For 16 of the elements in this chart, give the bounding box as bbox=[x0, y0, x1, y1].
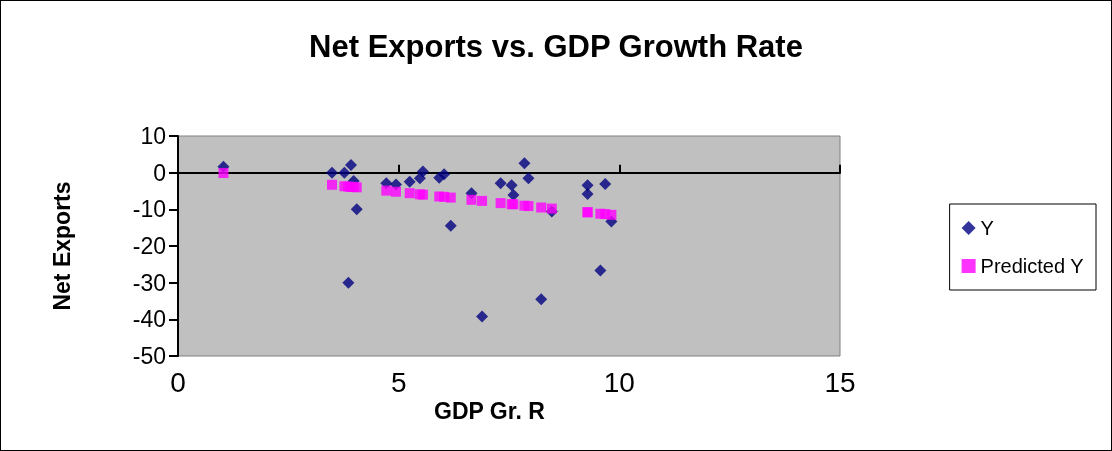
x-axis-title: GDP Gr. R bbox=[434, 397, 546, 424]
y-tick-label: -20 bbox=[132, 233, 166, 259]
y-tick-label: 10 bbox=[140, 123, 166, 149]
y-tick-label: -10 bbox=[132, 196, 166, 223]
legend-label: Y bbox=[980, 217, 994, 239]
y-tick-label: -40 bbox=[132, 306, 166, 333]
x-tick-label: 10 bbox=[603, 366, 635, 398]
x-tick-label: 5 bbox=[390, 366, 407, 398]
y-tick-label: 0 bbox=[153, 159, 166, 186]
y-tick-label: -50 bbox=[132, 343, 166, 369]
legend-label: Predicted Y bbox=[980, 255, 1084, 277]
x-tick-label: 0 bbox=[170, 366, 186, 398]
y-tick-label: -30 bbox=[132, 269, 166, 296]
chart-title: Net Exports vs. GDP Growth Rate bbox=[309, 29, 803, 64]
x-tick-label: 15 bbox=[824, 366, 856, 398]
y-axis-title: Net Exports bbox=[48, 181, 75, 311]
